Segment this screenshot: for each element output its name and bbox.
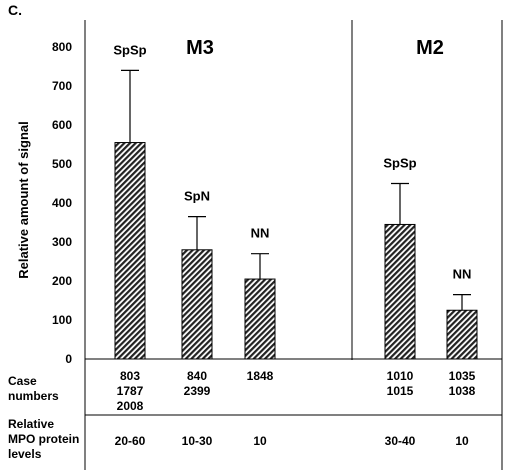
- y-axis-label: Relative amount of signal: [16, 121, 31, 278]
- bar-label: SpN: [184, 189, 210, 204]
- case-number: 1035: [449, 369, 476, 383]
- group-title: M3: [186, 37, 214, 59]
- bar-label: SpSp: [383, 156, 416, 171]
- y-tick-label: 200: [52, 274, 72, 288]
- y-tick-label: 500: [52, 157, 72, 171]
- y-tick-label: 300: [52, 235, 72, 249]
- case-number: 1010: [387, 369, 414, 383]
- y-axis-ticks: 0 100 200 300 400 500 600 700 800: [52, 40, 72, 366]
- y-tick-label: 800: [52, 40, 72, 54]
- case-number: 1848: [247, 369, 274, 383]
- group-title: M2: [416, 37, 444, 59]
- case-number: 1015: [387, 384, 414, 398]
- case-number: 1787: [117, 384, 144, 398]
- mpo-level: 10: [455, 434, 469, 448]
- case-numbers-label-line1: Case: [8, 374, 37, 388]
- case-number: 803: [120, 369, 140, 383]
- case-number: 1038: [449, 384, 476, 398]
- case-number: 2008: [117, 399, 144, 413]
- bar: [114, 142, 146, 360]
- bar-label: SpSp: [113, 42, 146, 57]
- y-tick-label: 100: [52, 313, 72, 327]
- panel-label: C.: [8, 2, 22, 18]
- y-tick-label: 0: [65, 352, 72, 366]
- mpo-level: 30-40: [385, 434, 416, 448]
- bar: [181, 249, 213, 360]
- bar: [446, 309, 478, 360]
- mpo-level: 10: [253, 434, 267, 448]
- mpo-label-line1: Relative: [8, 417, 54, 431]
- bar: [384, 223, 416, 360]
- bar-label: NN: [251, 226, 270, 241]
- bar-label: NN: [453, 267, 472, 282]
- y-tick-label: 700: [52, 79, 72, 93]
- y-tick-label: 400: [52, 196, 72, 210]
- bar: [244, 278, 276, 360]
- mpo-label-line2: MPO protein: [8, 432, 79, 446]
- y-tick-label: 600: [52, 118, 72, 132]
- case-number: 840: [187, 369, 207, 383]
- mpo-level: 20-60: [115, 434, 146, 448]
- case-number: 2399: [184, 384, 211, 398]
- case-numbers-label-line2: numbers: [8, 389, 59, 403]
- mpo-level: 10-30: [182, 434, 213, 448]
- mpo-label-line3: levels: [8, 447, 42, 461]
